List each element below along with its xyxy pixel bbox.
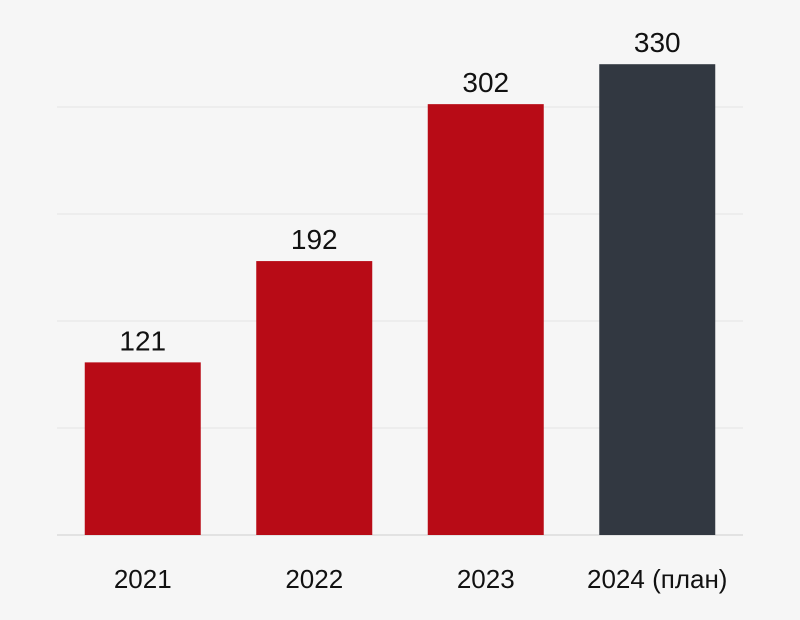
x-tick-label-4: 2024 (план) [587,564,727,594]
data-label-3: 302 [462,67,509,98]
x-tick-label-1: 2021 [114,564,172,594]
data-label-4: 330 [634,27,681,58]
bar-1 [84,362,201,535]
x-tick-label-2: 2022 [285,564,343,594]
x-tick-label-3: 2023 [457,564,515,594]
bar-3 [427,104,544,535]
data-label-1: 121 [119,325,166,356]
data-label-2: 192 [291,224,338,255]
bars [84,64,716,535]
bar-4 [599,64,716,535]
x-axis-ticks: 2021 2022 2023 2024 (план) [114,564,728,594]
bar-2 [256,261,373,535]
data-labels: 121 192 302 330 [119,27,680,356]
